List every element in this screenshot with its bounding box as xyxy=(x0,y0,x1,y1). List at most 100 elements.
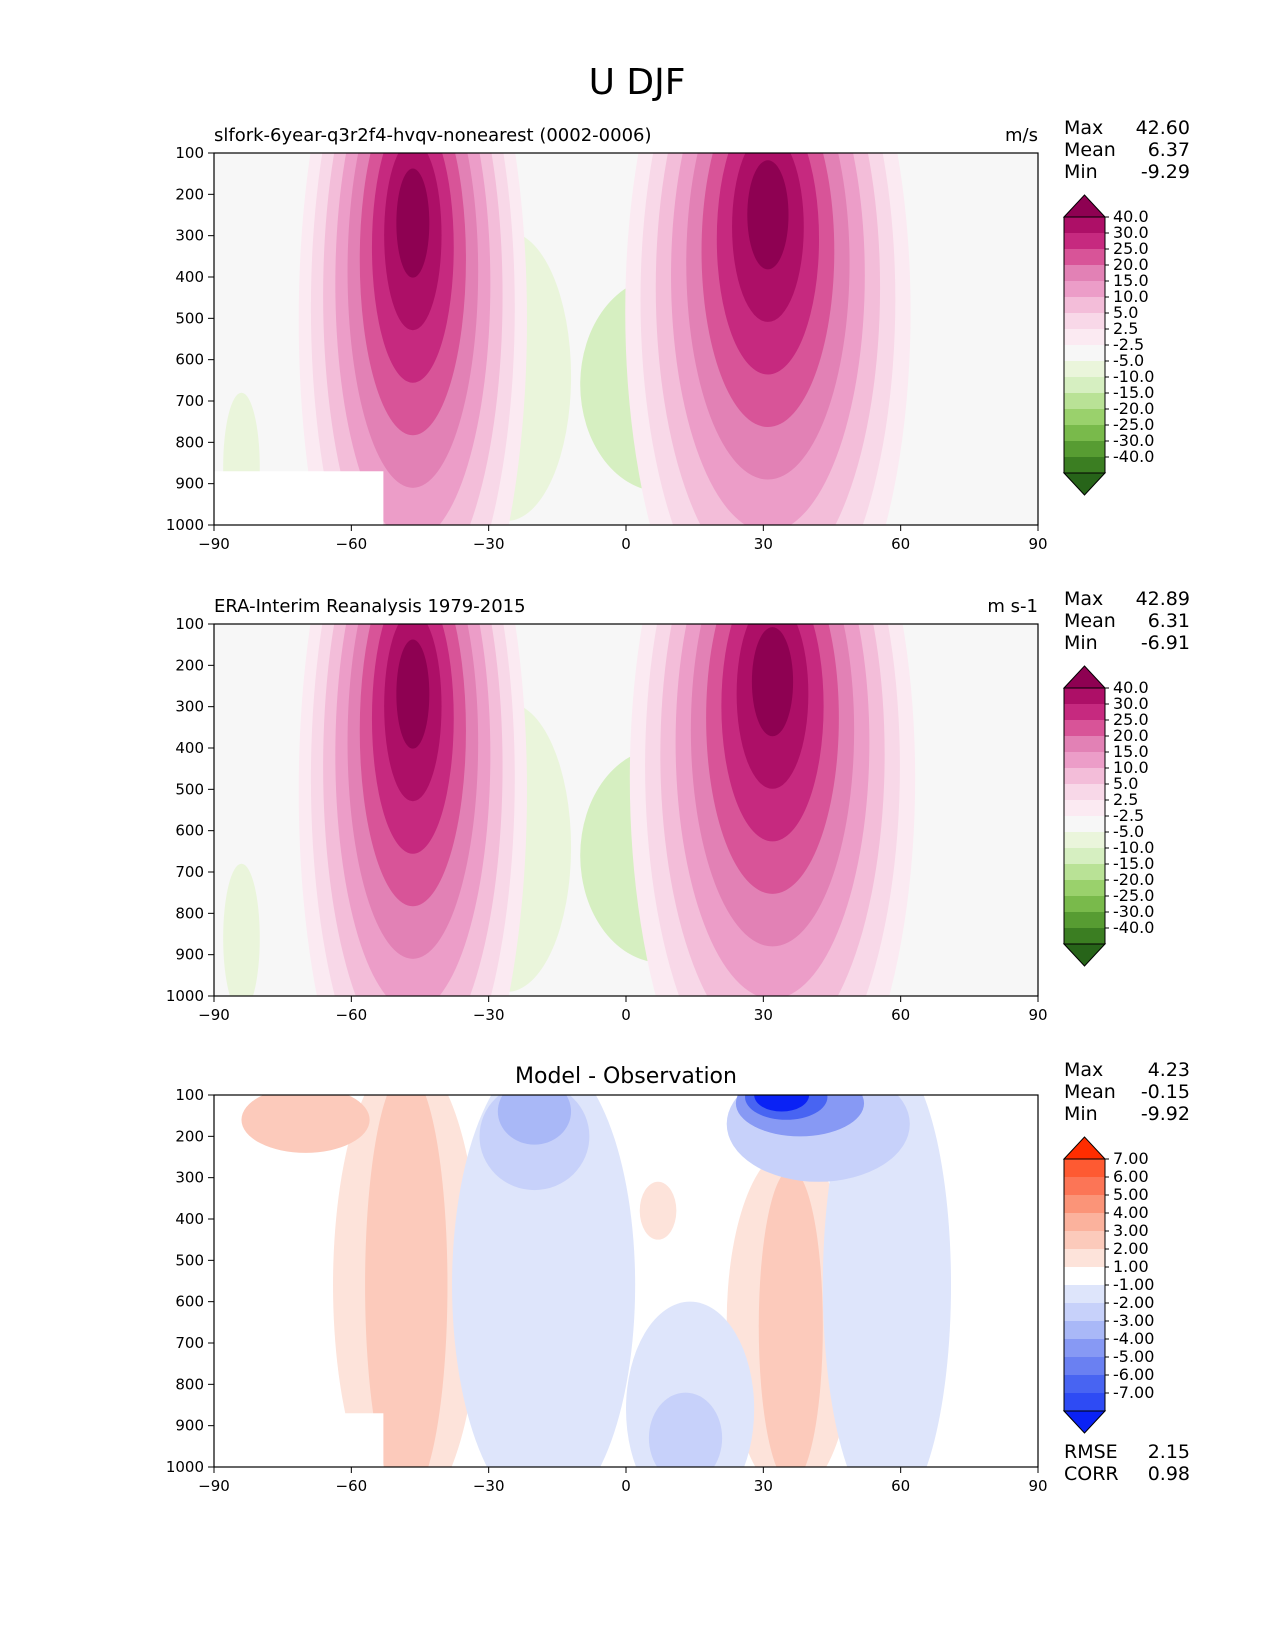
x-tick-label: −30 xyxy=(473,535,505,553)
colorbar-segment xyxy=(1064,1393,1105,1411)
colorbar-label: -2.5 xyxy=(1113,335,1144,354)
colorbar-segment xyxy=(1064,249,1105,265)
colorbar: 40.030.025.020.015.010.05.02.5-2.5-5.0-1… xyxy=(1062,665,1154,967)
colorbar-segment xyxy=(1064,880,1105,896)
x-tick-label: 30 xyxy=(754,1006,773,1024)
colorbar-segment xyxy=(1064,784,1105,800)
bias-contour xyxy=(639,1181,677,1240)
colorbar-segment xyxy=(1064,928,1105,944)
colorbar-segment xyxy=(1064,1267,1105,1285)
colorbar-segment xyxy=(1064,1321,1105,1339)
x-tick-label: −30 xyxy=(473,1477,505,1495)
colorbar-label: 10.0 xyxy=(1113,758,1149,777)
colorbar-segment xyxy=(1064,832,1105,848)
x-tick-label: −60 xyxy=(336,1477,368,1495)
colorbar-label: -5.0 xyxy=(1113,351,1144,370)
colorbar-segment xyxy=(1064,912,1105,928)
colorbar-segment xyxy=(1064,313,1105,329)
x-tick-label: −90 xyxy=(198,1006,230,1024)
x-tick-label: −30 xyxy=(473,1006,505,1024)
x-tick-label: 90 xyxy=(1028,1477,1047,1495)
stat-label: Max xyxy=(1064,1059,1103,1081)
colorbar-label: -10.0 xyxy=(1113,838,1154,857)
colorbar-label: 5.0 xyxy=(1113,303,1138,322)
y-tick-label: 800 xyxy=(175,1375,204,1393)
colorbar-label: -25.0 xyxy=(1113,886,1154,905)
y-tick-label: 100 xyxy=(175,144,204,162)
colorbar-segment xyxy=(1064,457,1105,473)
colorbar-segment xyxy=(1064,217,1105,233)
colorbar-segment xyxy=(1064,848,1105,864)
colorbar-segment xyxy=(1064,329,1105,345)
contour-field xyxy=(214,153,911,525)
colorbar-segment xyxy=(1064,425,1105,441)
colorbar-segment xyxy=(1064,816,1105,832)
colorbar-label: -4.00 xyxy=(1113,1329,1154,1348)
easterly-region xyxy=(223,863,260,996)
topography-mask xyxy=(214,471,384,525)
colorbar-label: 40.0 xyxy=(1113,678,1149,697)
stat-label: Min xyxy=(1064,632,1098,654)
colorbar-segment xyxy=(1064,361,1105,377)
y-tick-label: 300 xyxy=(175,1169,204,1187)
colorbar-segment xyxy=(1064,1285,1105,1303)
jet-contour xyxy=(396,168,430,278)
stat-value: -0.15 xyxy=(1141,1081,1190,1103)
y-tick-label: 1000 xyxy=(166,987,204,1005)
x-tick-label: 60 xyxy=(891,1006,910,1024)
colorbar-extend-top xyxy=(1062,1136,1107,1160)
colorbar-label: 15.0 xyxy=(1113,271,1149,290)
y-tick-label: 500 xyxy=(175,1251,204,1269)
panel-title: ERA-Interim Reanalysis 1979-2015 xyxy=(214,596,526,617)
bias-contour xyxy=(452,1095,636,1467)
x-tick-label: 90 xyxy=(1028,535,1047,553)
y-tick-label: 600 xyxy=(175,822,204,840)
contour-field xyxy=(214,1095,952,1467)
colorbar-label: -30.0 xyxy=(1113,902,1154,921)
colorbar-segment xyxy=(1064,281,1105,297)
y-tick-label: 100 xyxy=(175,615,204,633)
x-tick-label: 90 xyxy=(1028,1006,1047,1024)
colorbar-segment xyxy=(1064,752,1105,768)
x-tick-label: 0 xyxy=(621,1477,631,1495)
colorbar-label: 2.5 xyxy=(1113,319,1138,338)
y-tick-label: 100 xyxy=(175,1086,204,1104)
colorbar-segment xyxy=(1064,345,1105,361)
colorbar-label: -40.0 xyxy=(1113,918,1154,937)
colorbar: 40.030.025.020.015.010.05.02.5-2.5-5.0-1… xyxy=(1062,194,1154,496)
y-tick-label: 300 xyxy=(175,698,204,716)
jet-contour xyxy=(747,160,789,270)
x-tick-label: 0 xyxy=(621,1006,631,1024)
panel-units: m/s xyxy=(1005,125,1038,146)
bias-contour xyxy=(754,1095,810,1112)
colorbar-label: 15.0 xyxy=(1113,742,1149,761)
colorbar-segment xyxy=(1064,1303,1105,1321)
stat-value: -9.29 xyxy=(1141,161,1190,183)
colorbar-extend-bottom xyxy=(1062,943,1107,967)
stat-label: Max xyxy=(1064,588,1103,610)
stat-value: 0.98 xyxy=(1148,1463,1190,1485)
y-tick-label: 200 xyxy=(175,1127,204,1145)
colorbar-segment xyxy=(1064,377,1105,393)
y-tick-label: 800 xyxy=(175,433,204,451)
colorbar-label: 25.0 xyxy=(1113,710,1149,729)
stat-value: 6.31 xyxy=(1148,610,1190,632)
colorbar-label: -5.0 xyxy=(1113,822,1144,841)
x-tick-label: 30 xyxy=(754,535,773,553)
panel-title: Model - Observation xyxy=(515,1064,737,1089)
y-tick-label: 900 xyxy=(175,946,204,964)
colorbar-label: 20.0 xyxy=(1113,255,1149,274)
bias-contour xyxy=(365,1095,448,1467)
stat-label: Mean xyxy=(1064,1081,1116,1103)
y-tick-label: 700 xyxy=(175,863,204,881)
stat-label: CORR xyxy=(1064,1463,1119,1485)
colorbar-label: -20.0 xyxy=(1113,399,1154,418)
colorbar-segment xyxy=(1064,1375,1105,1393)
colorbar-label: -7.00 xyxy=(1113,1383,1154,1402)
colorbar-segment xyxy=(1064,233,1105,249)
panel-units: m s-1 xyxy=(987,596,1038,617)
bias-contour xyxy=(497,1095,572,1145)
